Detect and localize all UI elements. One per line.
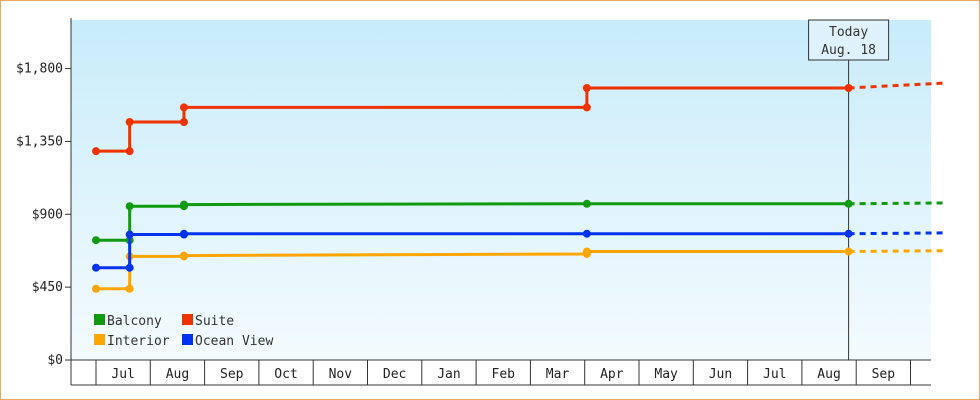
axes: $0 $450 $900 $1,350 $1,800 Jul Aug Sep Oct Nov Dec… xyxy=(16,18,931,386)
legend-label: Balcony xyxy=(107,314,162,329)
legend-swatch xyxy=(94,314,105,325)
y-tick-label: $0 xyxy=(47,353,63,368)
today-date-label: Aug. 18 xyxy=(821,43,876,58)
data-point[interactable] xyxy=(582,84,591,92)
legend-label: Interior xyxy=(107,334,170,349)
x-tick-label: Jun xyxy=(709,367,732,382)
data-point[interactable] xyxy=(582,199,591,208)
series-forecast-interior xyxy=(848,249,944,254)
series-layer xyxy=(92,81,944,293)
x-tick-label: Aug xyxy=(817,367,840,382)
data-point[interactable] xyxy=(125,118,134,126)
x-tick-label: Jul xyxy=(111,367,134,382)
data-point[interactable] xyxy=(844,247,853,256)
legend-item-interior[interactable]: Interior xyxy=(94,334,170,349)
legend-item-ocean-view[interactable]: Ocean View xyxy=(182,334,273,349)
data-point[interactable] xyxy=(125,147,134,156)
data-point[interactable] xyxy=(582,229,591,238)
x-tick-label: Sep xyxy=(220,367,244,382)
data-point[interactable] xyxy=(179,251,188,260)
data-point[interactable] xyxy=(92,236,100,245)
data-point[interactable] xyxy=(844,84,853,92)
legend-swatch xyxy=(182,314,193,325)
x-tick-label: Jul xyxy=(763,367,786,382)
series-ocean-view xyxy=(92,229,944,272)
series-forecast-balcony xyxy=(848,201,944,206)
y-tick-label: $1,350 xyxy=(16,134,63,149)
series-suite xyxy=(92,81,944,156)
x-tick-label: Sep xyxy=(872,367,896,382)
data-point[interactable] xyxy=(125,202,134,211)
data-point[interactable] xyxy=(179,229,188,238)
data-point[interactable] xyxy=(582,103,591,112)
x-tick-label: Dec xyxy=(383,367,406,382)
today-marker: Today Aug. 18 xyxy=(808,19,890,360)
legend-swatch xyxy=(94,334,105,345)
data-point[interactable] xyxy=(92,284,100,293)
data-point[interactable] xyxy=(125,230,134,239)
x-tick-label: Mar xyxy=(546,367,570,382)
x-tick-label: May xyxy=(654,367,678,382)
legend-item-suite[interactable]: Suite xyxy=(182,314,234,329)
x-tick-label: Aug xyxy=(166,367,189,382)
data-point[interactable] xyxy=(92,147,100,156)
x-tick-label: Jan xyxy=(437,367,460,382)
legend-swatch xyxy=(182,334,193,345)
series-interior xyxy=(92,247,944,293)
today-box xyxy=(808,19,890,61)
data-point[interactable] xyxy=(844,199,853,208)
today-label: Today xyxy=(829,25,868,40)
legend-label: Ocean View xyxy=(195,334,273,349)
x-tick-label: Feb xyxy=(492,367,516,382)
y-tick-label: $900 xyxy=(32,207,63,222)
series-forecast-ocean-view xyxy=(848,231,944,236)
x-tick-label: Nov xyxy=(329,367,353,382)
x-tick-label: Oct xyxy=(274,367,297,382)
legend-label: Suite xyxy=(195,314,234,329)
data-point[interactable] xyxy=(179,103,188,112)
x-tick-label: Apr xyxy=(600,367,624,382)
data-point[interactable] xyxy=(844,229,853,238)
data-point[interactable] xyxy=(125,284,134,293)
y-tick-label: $450 xyxy=(32,280,63,295)
legend-item-balcony[interactable]: Balcony xyxy=(94,314,162,329)
data-point[interactable] xyxy=(125,263,134,272)
y-tick-label: $1,800 xyxy=(16,62,63,77)
data-point[interactable] xyxy=(582,247,591,256)
series-forecast-suite xyxy=(848,81,944,90)
data-point[interactable] xyxy=(179,118,188,126)
data-point[interactable] xyxy=(92,263,100,272)
data-point[interactable] xyxy=(179,200,188,209)
plot-area xyxy=(71,20,931,360)
legend: Balcony Suite Interior Ocean View xyxy=(94,314,273,349)
